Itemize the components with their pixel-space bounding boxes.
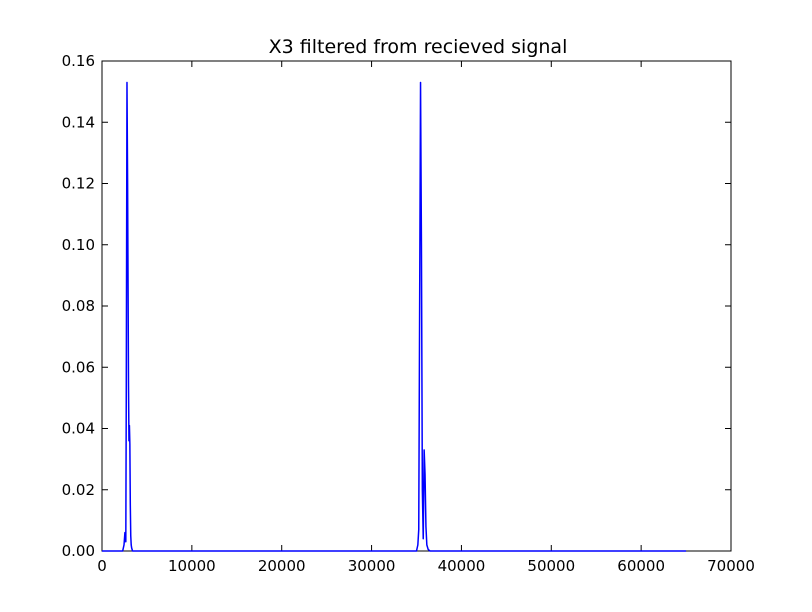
y-tick-label: 0.08: [62, 297, 95, 315]
chart-title: X3 filtered from recieved signal: [269, 36, 568, 58]
y-tick-label: 0.04: [62, 420, 95, 438]
x-tick-label: 70000: [707, 557, 755, 575]
x-tick-label: 30000: [348, 557, 396, 575]
series-layer: [102, 81, 687, 552]
plot-area-frame: [101, 60, 732, 552]
x-tick-label: 20000: [258, 557, 306, 575]
x-tick-label: 50000: [527, 557, 575, 575]
series-line: [102, 81, 687, 552]
y-tick-label: 0.10: [62, 236, 95, 254]
x-tick-label: 60000: [617, 557, 665, 575]
y-tick-label: 0.12: [62, 175, 95, 193]
y-tick-label: 0.06: [62, 358, 95, 376]
x-tick-label: 10000: [168, 557, 216, 575]
y-axis: 0.00 0.02 0.04 0.06 0.08 0.10 0.12 0.14 0.16: [62, 52, 731, 560]
x-axis: 0 10000 20000 30000 40000 50000 60000 70000: [97, 61, 755, 575]
y-tick-label: 0.00: [62, 542, 95, 560]
x-tick-label: 0: [97, 557, 107, 575]
x-tick-label: 40000: [438, 557, 486, 575]
y-tick-label: 0.14: [62, 113, 95, 131]
y-tick-label: 0.02: [62, 481, 95, 499]
y-tick-label: 0.16: [62, 52, 95, 70]
